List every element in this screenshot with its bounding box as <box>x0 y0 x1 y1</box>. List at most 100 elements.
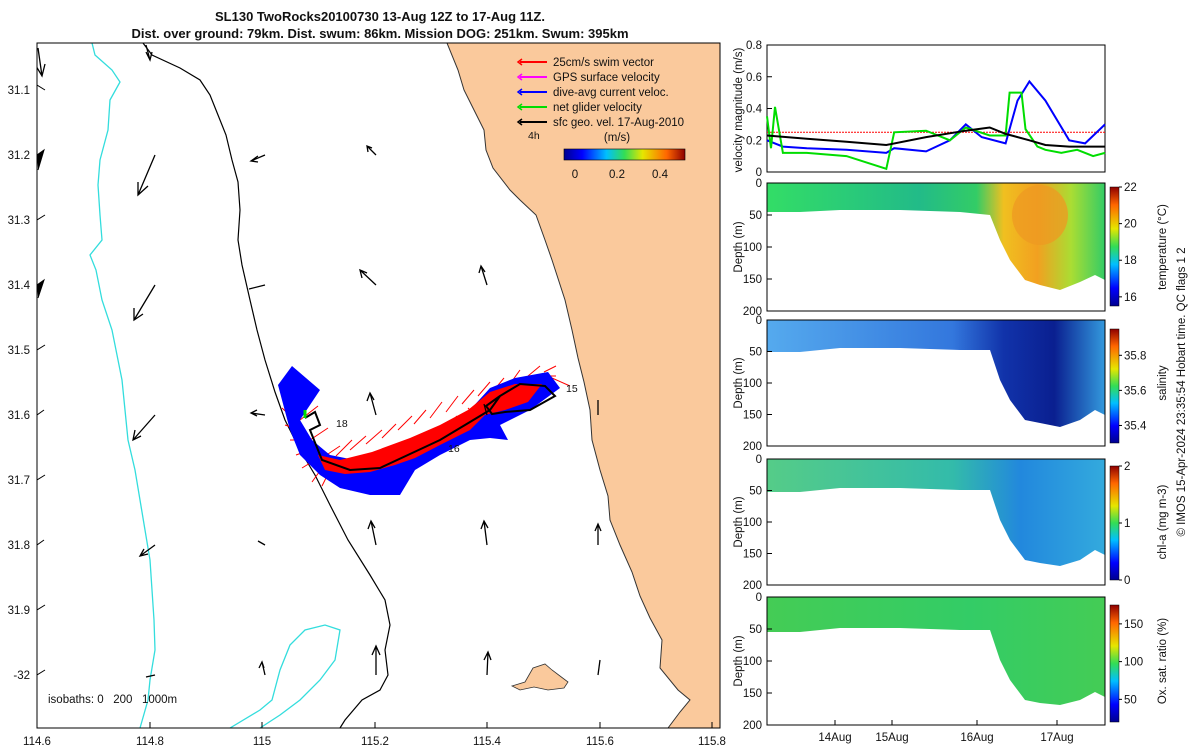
section-0-y-tick-0: 0 <box>756 178 762 190</box>
map-y-tick-2: 31.3 <box>8 215 30 227</box>
track-label-16: 16 <box>448 443 460 455</box>
section-2-cb-tick-1: 1 <box>1124 518 1130 530</box>
map-y-tick-5: 31.6 <box>8 410 30 422</box>
section-2-y-tick-1: 50 <box>749 486 762 498</box>
section-0-cblabel: temperature (°C) <box>1157 204 1169 290</box>
section-3-cb-tick-2: 150 <box>1124 619 1143 631</box>
section-3-y-tick-0: 0 <box>756 592 762 604</box>
map-panel: 114.6 114.8 115 115.2 115.4 115.6 115.8 31.131… <box>8 42 726 748</box>
title-line1: SL130 TwoRocks20100730 13-Aug 12Z to 17-… <box>215 9 545 24</box>
time-axis: 14Aug 15Aug 16Aug 17Aug <box>818 720 1074 744</box>
section-1-y-tick-1: 50 <box>749 347 762 359</box>
salinity-colorbar <box>1109 328 1120 444</box>
salinity-section <box>766 319 1120 447</box>
map-y-tick-4: 31.5 <box>8 345 30 357</box>
map-y-tick-6: 31.7 <box>8 475 30 487</box>
section-1-cb-tick-0: 35.4 <box>1124 420 1147 432</box>
track-label-15: 15 <box>566 383 578 395</box>
track-label-18: 18 <box>336 418 348 430</box>
chlorophyll-section <box>766 458 1120 586</box>
section-3-y-tick-1: 50 <box>749 624 762 636</box>
section-3-cb-tick-0: 50 <box>1124 694 1137 706</box>
section-1-cb-tick-2: 35.8 <box>1124 350 1146 362</box>
time-tick-1: 15Aug <box>875 732 908 744</box>
section-0-ylabel: Depth (m) <box>733 221 745 272</box>
velocity-y-tick-2: 0.4 <box>746 104 763 116</box>
colorbar-tick-0: 0 <box>572 169 578 181</box>
time-tick-0: 14Aug <box>818 732 851 744</box>
section-3-cb-tick-1: 100 <box>1124 657 1143 669</box>
section-1-y-tick-0: 0 <box>756 315 762 327</box>
section-1-y-tick-3: 150 <box>743 410 762 422</box>
coastline <box>446 43 691 728</box>
map-x-tick-3: 115.2 <box>361 736 389 748</box>
oxygen-colorbar <box>1109 604 1120 723</box>
legend-label-0: 25cm/s swim vector <box>553 57 654 69</box>
section-2-y-tick-2: 100 <box>743 517 762 529</box>
section-1-cblabel: salinity <box>1157 365 1169 400</box>
velocity-y-tick-1: 0.2 <box>746 135 762 147</box>
velocity-y-tick-3: 0.6 <box>746 72 762 84</box>
salinity-field <box>767 320 1105 427</box>
map-y-tick-0: 31.1 <box>8 85 30 97</box>
surface-geostrophic-arrows <box>37 44 602 678</box>
section-0-cb-tick-1: 18 <box>1124 255 1137 267</box>
section-0-y-tick-4: 200 <box>743 306 762 318</box>
chlorophyll-field <box>767 459 1105 566</box>
section-0-y-tick-3: 150 <box>743 274 762 286</box>
legend-label-3: net glider velocity <box>553 102 642 114</box>
section-1-cb-tick-1: 35.6 <box>1124 385 1146 397</box>
section-2-cblabel: chl-a (mg m-3) <box>1157 484 1169 559</box>
section-0-cb-tick-0: 16 <box>1124 292 1137 304</box>
map-y-tick-8: 31.9 <box>8 605 30 617</box>
velocity-y-axis: 0 0.2 0.4 0.6 0.8 <box>746 40 772 179</box>
section-3-y-tick-4: 200 <box>743 720 762 732</box>
velocity-ylabel: velocity magnitude (m/s) <box>733 48 745 173</box>
isobath-200 <box>142 43 391 728</box>
oxygen-field <box>767 597 1105 705</box>
section-2-ylabel: Depth (m) <box>733 496 745 547</box>
map-x-tick-0: 114.6 <box>23 736 51 748</box>
section-1-y-tick-2: 100 <box>743 378 762 390</box>
section-2-y-tick-0: 0 <box>756 454 762 466</box>
temperature-section <box>766 182 1120 312</box>
velocity-series-3 <box>766 126 1105 148</box>
map-y-tick-9: -32 <box>13 670 30 682</box>
footer-credit: © IMOS 15-Apr-2024 23:35:54 Hobart time.… <box>1176 247 1188 536</box>
section-2-cb-tick-2: 2 <box>1124 461 1130 473</box>
map-y-tick-7: 31.8 <box>8 540 30 552</box>
section-3-ylabel: Depth (m) <box>733 635 745 686</box>
map-x-tick-5: 115.6 <box>586 736 614 748</box>
time-tick-3: 17Aug <box>1040 732 1073 744</box>
section-3-y-tick-3: 150 <box>743 688 762 700</box>
legend-label-2: dive-avg current veloc. <box>553 87 669 99</box>
time-tick-2: 16Aug <box>960 732 993 744</box>
velocity-y-tick-4: 0.8 <box>746 40 762 52</box>
section-2-y-tick-3: 150 <box>743 549 762 561</box>
title-line2: Dist. over ground: 79km. Dist. swum: 86k… <box>131 26 628 41</box>
temperature-warm-core <box>1012 185 1068 245</box>
colorbar-tick-2: 0.4 <box>652 169 669 181</box>
legend-time-label: 4h <box>528 130 540 142</box>
velocity-series <box>766 79 1106 171</box>
glider-track <box>304 382 557 472</box>
section-0-cb-tick-3: 22 <box>1124 182 1137 194</box>
legend-label-4: sfc geo. vel. 17-Aug-2010 <box>553 117 684 129</box>
section-0-y-tick-2: 100 <box>743 242 762 254</box>
map-side-ticks <box>37 84 46 676</box>
colorbar-title: (m/s) <box>604 132 630 144</box>
map-x-tick-6: 115.8 <box>698 736 726 748</box>
map-frame <box>36 42 721 729</box>
section-1-ylabel: Depth (m) <box>733 357 745 408</box>
map-x-tick-1: 114.8 <box>136 736 164 748</box>
section-3-y-tick-2: 100 <box>743 656 762 668</box>
chlorophyll-colorbar <box>1109 465 1120 581</box>
velocity-panel: 0 0.2 0.4 0.6 0.8 velocity magnitude (m/s) <box>733 40 1106 179</box>
section-3-cblabel: Ox. sat. ratio (%) <box>1157 618 1169 704</box>
isobath-1000 <box>89 43 341 728</box>
colorbar-tick-1: 0.2 <box>609 169 625 181</box>
map-x-axis: 114.6 114.8 115 115.2 115.4 115.6 115.8 <box>23 722 726 748</box>
temperature-colorbar <box>1109 186 1120 307</box>
oxygen-section <box>766 596 1120 726</box>
